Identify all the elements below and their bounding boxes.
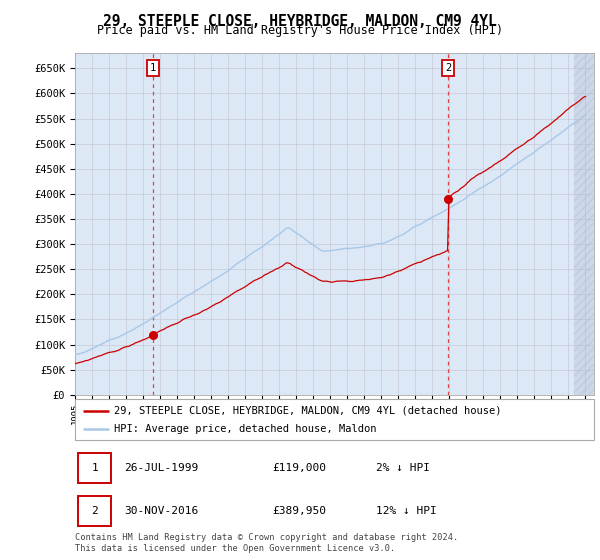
Text: £119,000: £119,000 (272, 463, 326, 473)
Text: HPI: Average price, detached house, Maldon: HPI: Average price, detached house, Mald… (114, 424, 376, 434)
Bar (77, 497, 112, 526)
Text: £389,950: £389,950 (272, 506, 326, 516)
Text: 29, STEEPLE CLOSE, HEYBRIDGE, MALDON, CM9 4YL: 29, STEEPLE CLOSE, HEYBRIDGE, MALDON, CM… (103, 14, 497, 29)
Text: 29, STEEPLE CLOSE, HEYBRIDGE, MALDON, CM9 4YL (detached house): 29, STEEPLE CLOSE, HEYBRIDGE, MALDON, CM… (114, 405, 502, 416)
Bar (77, 453, 112, 483)
Text: 2% ↓ HPI: 2% ↓ HPI (376, 463, 430, 473)
Text: 1: 1 (91, 463, 98, 473)
Text: 12% ↓ HPI: 12% ↓ HPI (376, 506, 437, 516)
Text: Contains HM Land Registry data © Crown copyright and database right 2024.
This d: Contains HM Land Registry data © Crown c… (75, 533, 458, 553)
Text: Price paid vs. HM Land Registry's House Price Index (HPI): Price paid vs. HM Land Registry's House … (97, 24, 503, 37)
Text: 30-NOV-2016: 30-NOV-2016 (124, 506, 199, 516)
Text: 26-JUL-1999: 26-JUL-1999 (124, 463, 199, 473)
Text: 2: 2 (445, 63, 451, 73)
Text: 1: 1 (149, 63, 156, 73)
Text: 2: 2 (91, 506, 98, 516)
